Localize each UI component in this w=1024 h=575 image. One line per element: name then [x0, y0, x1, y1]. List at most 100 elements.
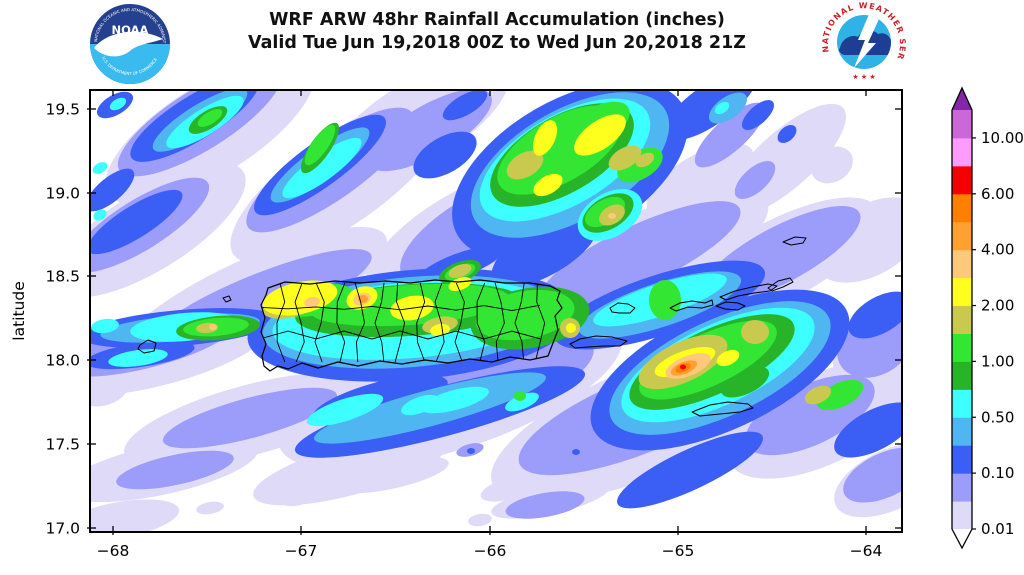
rain-blob [608, 145, 642, 171]
island-outline-st_john [715, 301, 746, 311]
municipality-line [354, 282, 365, 363]
municipality-line [394, 282, 406, 363]
nws-lightning-icon [854, 15, 879, 68]
rain-blob [649, 280, 681, 320]
colorbar-segment [952, 110, 972, 139]
rain-blob [331, 456, 449, 494]
municipality-line [336, 282, 346, 363]
rain-blob [574, 114, 626, 156]
rain-blob [108, 349, 168, 367]
rain-blob [533, 173, 563, 197]
municipality-line [261, 330, 541, 340]
nws-logo: NATIONAL WEATHER SERVICE ★ ★ ★ [818, 0, 906, 83]
colorbar-segment [952, 417, 972, 446]
colorbar-segment [952, 277, 972, 307]
rain-blob [741, 100, 775, 130]
rain-blob [741, 320, 769, 344]
rain-blob [306, 393, 384, 427]
island-outline-mona [137, 339, 157, 354]
rainfall-contour-field [90, 90, 902, 532]
municipality-line [416, 282, 426, 363]
rain-blob [401, 394, 439, 416]
colorbar-segment [952, 165, 972, 195]
rain-blob [566, 323, 576, 333]
colorbar-segment [952, 221, 972, 251]
rain-blob [506, 150, 544, 180]
rain-blob [663, 90, 757, 141]
colorbar-label: 0.10 [981, 464, 1014, 482]
municipality-line [314, 282, 325, 363]
rain-blob [304, 296, 320, 308]
rain-blob [467, 448, 475, 454]
rain-blob [480, 478, 530, 502]
island-outline-desecheo [222, 295, 232, 303]
rain-blob [514, 391, 526, 401]
colorbar-segment [952, 473, 972, 502]
municipality-line [534, 282, 546, 363]
y-tick-label: 17.0 [45, 520, 80, 538]
colorbar-label: 6.00 [981, 185, 1014, 203]
rain-blob [617, 431, 763, 509]
colorbar-segment [952, 137, 972, 167]
rain-blob [448, 277, 472, 291]
noaa-seabird-icon [94, 31, 163, 57]
rain-blob [282, 489, 318, 507]
plot-frame [89, 89, 903, 533]
rain-blob [282, 137, 362, 199]
rain-blob [430, 323, 450, 337]
rain-blob [90, 168, 135, 212]
colorbar-segment [952, 249, 972, 279]
municipality-line [374, 282, 385, 363]
y-tick-label: 17.5 [45, 436, 80, 454]
rain-blob [304, 124, 336, 166]
colorbar-segment [952, 445, 972, 474]
chart-title-line1: WRF ARW 48hr Rainfall Accumulation (inch… [269, 10, 725, 30]
rain-blob [162, 387, 338, 449]
municipality-line [494, 282, 505, 363]
noaa-acronym: NOAA [112, 23, 149, 37]
rain-blob [442, 90, 488, 121]
island-outline-culebra [609, 302, 636, 314]
municipality-line [261, 304, 541, 312]
rain-blob [720, 366, 770, 398]
island-outline-anegada [782, 236, 807, 246]
municipality-line [434, 282, 445, 363]
colorbar-arrow-bottom [952, 529, 972, 548]
rain-blob [421, 386, 489, 414]
rain-blob [646, 143, 754, 217]
rain-blob [714, 101, 730, 115]
colorbar-segment [952, 501, 972, 530]
colorbar-segment [952, 193, 972, 223]
rain-blob [197, 109, 223, 127]
municipality-line [514, 282, 525, 363]
rain-blob [635, 152, 655, 168]
rain-blob [491, 213, 599, 287]
rain-blob [137, 322, 173, 338]
x-tick-label: −67 [285, 542, 318, 560]
colorbar-label: 10.00 [981, 129, 1024, 147]
x-tick-label: −64 [850, 542, 883, 560]
colorbar: 0.01 0.10 0.50 1.00 2.00 4.00 6.00 10.00 [951, 86, 1024, 550]
colorbar-label: 0.01 [981, 520, 1014, 538]
island-outline-st_croix [691, 401, 754, 417]
island-outline-vieques [569, 335, 628, 349]
rain-blob [93, 209, 107, 221]
rain-blob [608, 213, 616, 219]
rain-blob [413, 131, 477, 179]
municipality-line [476, 282, 486, 363]
rain-blob [116, 450, 234, 490]
rain-blob [109, 97, 127, 111]
rain-blob [92, 162, 108, 174]
municipality-line [294, 282, 305, 363]
colorbar-segment [952, 333, 972, 362]
colorbar-label: 2.00 [981, 297, 1014, 315]
colorbar-segment [952, 305, 972, 334]
rain-blob [468, 513, 492, 527]
colorbar-label: 0.50 [981, 408, 1014, 426]
rain-blob [91, 318, 119, 334]
rain-blob [532, 120, 558, 156]
island-outline-st_thomas [669, 299, 714, 312]
rain-blob [539, 201, 741, 309]
